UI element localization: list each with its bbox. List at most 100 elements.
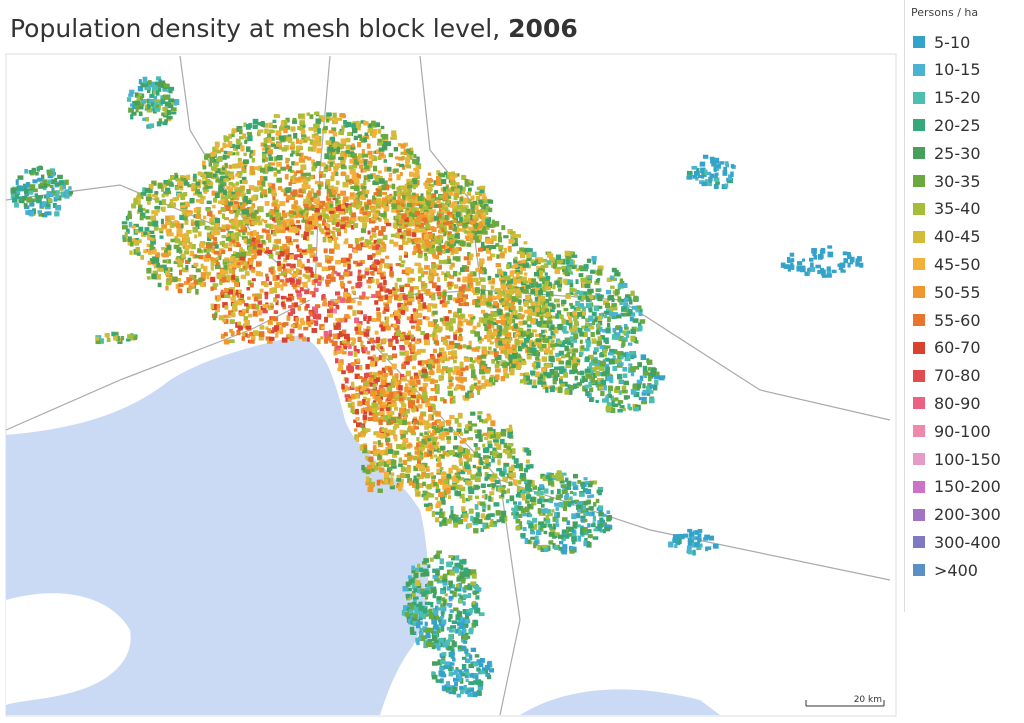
mesh-block [442, 366, 447, 371]
mesh-block [346, 293, 352, 299]
mesh-block [374, 360, 378, 366]
mesh-block [332, 233, 336, 238]
mesh-block [227, 141, 233, 147]
mesh-block [412, 308, 417, 312]
mesh-block [383, 461, 390, 467]
mesh-block [374, 391, 378, 395]
mesh-block [169, 88, 173, 94]
mesh-block [376, 190, 383, 197]
mesh-block [319, 181, 323, 185]
mesh-block [519, 372, 526, 377]
mesh-block [480, 354, 487, 359]
mesh-block [274, 282, 280, 288]
mesh-block [265, 246, 270, 252]
mesh-block [355, 416, 360, 421]
mesh-block [152, 194, 158, 198]
mesh-block [195, 268, 201, 273]
mesh-block [180, 192, 185, 197]
mesh-block [54, 193, 60, 199]
mesh-block [428, 359, 435, 366]
mesh-block [17, 175, 24, 180]
mesh-block [189, 250, 195, 257]
mesh-block [542, 320, 549, 325]
mesh-block [228, 174, 234, 179]
mesh-block [525, 284, 531, 289]
mesh-block [314, 304, 321, 309]
mesh-block [181, 208, 188, 215]
mesh-block [514, 242, 519, 247]
mesh-block [418, 441, 424, 445]
mesh-block [143, 249, 148, 254]
mesh-block [544, 348, 550, 354]
mesh-block [175, 223, 182, 229]
road [499, 479, 521, 716]
mesh-block [279, 326, 283, 333]
mesh-block [200, 272, 206, 278]
mesh-block [229, 210, 234, 215]
mesh-block [262, 309, 268, 314]
mesh-block [446, 258, 452, 265]
mesh-block [305, 217, 309, 224]
mesh-block [365, 455, 369, 460]
mesh-block [349, 210, 353, 216]
mesh-block [223, 339, 230, 345]
mesh-block [623, 283, 628, 289]
mesh-block [413, 426, 419, 430]
mesh-block [193, 192, 200, 196]
mesh-block [359, 208, 364, 215]
mesh-block [485, 248, 489, 253]
mesh-block [550, 324, 555, 330]
mesh-block [511, 311, 515, 315]
mesh-block [422, 196, 426, 202]
mesh-block [360, 433, 365, 438]
mesh-block [387, 402, 392, 406]
mesh-block [573, 333, 579, 340]
mesh-block [353, 199, 359, 204]
mesh-block [611, 303, 617, 309]
mesh-block [526, 334, 531, 340]
mesh-block [518, 260, 522, 264]
mesh-block [366, 162, 373, 168]
mesh-block [494, 363, 500, 369]
mesh-block [161, 199, 167, 206]
mesh-block [578, 273, 584, 278]
mesh-block [292, 205, 298, 210]
mesh-block [280, 285, 284, 291]
mesh-block [227, 231, 234, 237]
mesh-block [380, 388, 386, 394]
mesh-block [181, 205, 186, 209]
mesh-block [223, 332, 228, 337]
mesh-block [550, 343, 557, 348]
mesh-block [547, 281, 552, 288]
mesh-block [265, 326, 269, 330]
mesh-block [358, 321, 363, 326]
mesh-block [503, 367, 508, 373]
mesh-block [413, 245, 419, 251]
mesh-block [161, 82, 166, 88]
mesh-block [351, 123, 356, 128]
mesh-block [362, 153, 369, 158]
mesh-block [363, 419, 367, 424]
mesh-block [401, 363, 407, 370]
mesh-block [347, 280, 352, 284]
mesh-block [316, 140, 322, 147]
mesh-block [286, 263, 292, 267]
mesh-block [400, 225, 407, 229]
mesh-block [21, 195, 28, 201]
mesh-block [481, 346, 487, 351]
mesh-block [388, 404, 393, 408]
mesh-block [218, 315, 225, 321]
mesh-block [373, 415, 379, 422]
mesh-block [400, 334, 404, 340]
mesh-block [223, 242, 229, 249]
mesh-block [224, 144, 230, 148]
mesh-block [418, 276, 422, 282]
mesh-block [527, 264, 531, 269]
mesh-block [619, 301, 624, 305]
mesh-block [28, 170, 34, 174]
mesh-block [47, 198, 53, 203]
mesh-block [366, 405, 372, 410]
mesh-block [290, 267, 295, 271]
mesh-block [517, 331, 521, 336]
mesh-block [495, 273, 500, 278]
